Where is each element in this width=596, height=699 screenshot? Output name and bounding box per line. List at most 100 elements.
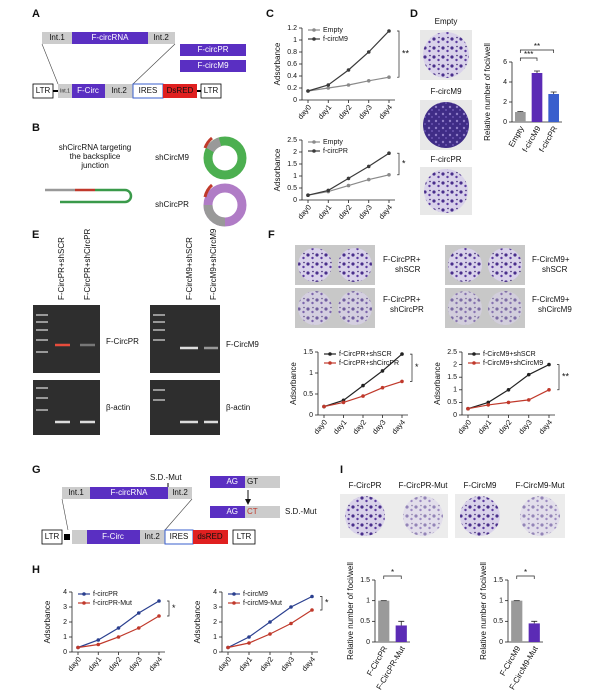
segment-label: F-Circ xyxy=(77,86,99,95)
x-tick-label: day4 xyxy=(377,103,394,121)
y-tick-label: 0 xyxy=(366,639,370,646)
point xyxy=(247,635,251,639)
gel xyxy=(33,380,100,435)
box xyxy=(72,32,148,44)
y-tick-label: 1.5 xyxy=(493,577,503,584)
legend-label: f-CircM9+shCircM9 xyxy=(483,360,543,367)
segment-label: LTR xyxy=(204,86,219,95)
y-axis-label: Relative number of foci/well xyxy=(479,562,488,660)
x-tick-label: day3 xyxy=(279,655,296,673)
point xyxy=(506,400,511,405)
y-tick-label: 3 xyxy=(213,604,217,611)
x-tick-label: day1 xyxy=(476,418,493,436)
connector xyxy=(41,43,59,85)
band-label: F-CircPR xyxy=(106,337,139,346)
bar xyxy=(528,623,540,642)
site-label: AG xyxy=(226,507,238,516)
sig-bracket xyxy=(516,575,535,579)
y-tick-label: 0.6 xyxy=(287,61,297,68)
y-tick-label: 2 xyxy=(213,619,217,626)
plate-label: shCircM9 xyxy=(538,305,572,314)
gel xyxy=(150,380,220,435)
caption: shCircRNA targeting xyxy=(59,143,131,152)
y-tick-label: 4 xyxy=(503,79,507,86)
target-label: shCircPR xyxy=(155,200,189,209)
point xyxy=(136,611,141,615)
dish xyxy=(423,102,469,148)
point xyxy=(76,645,80,650)
box xyxy=(245,506,280,518)
point xyxy=(547,362,551,367)
y-tick-label: 1.2 xyxy=(287,25,297,32)
dish-label: Empty xyxy=(435,17,458,26)
connector xyxy=(132,43,176,85)
dish xyxy=(488,291,522,325)
point xyxy=(289,621,293,626)
bar xyxy=(395,625,407,642)
x-tick-label: day1 xyxy=(86,655,103,673)
legend-marker xyxy=(472,352,476,356)
x-tick-label: day3 xyxy=(356,103,373,121)
bands xyxy=(55,343,218,424)
y-tick-label: 1 xyxy=(499,598,503,605)
series-line xyxy=(77,600,160,649)
x-tick-label: day2 xyxy=(258,655,275,673)
x-tick-label: day2 xyxy=(496,418,513,436)
point xyxy=(366,50,371,54)
box xyxy=(42,32,72,44)
x-tick-label: day1 xyxy=(331,418,348,436)
point xyxy=(247,641,251,645)
y-tick-label: 0.5 xyxy=(493,618,503,625)
sig-bracket xyxy=(519,49,555,53)
box xyxy=(245,476,280,488)
segment-label: DsRED xyxy=(167,86,194,95)
x-tick-label: day1 xyxy=(316,103,333,121)
point xyxy=(289,605,293,609)
ladder xyxy=(36,314,165,411)
y-tick-label: 0.5 xyxy=(303,391,313,398)
gel xyxy=(33,305,100,373)
series-line xyxy=(227,609,313,649)
legend-marker xyxy=(232,601,236,605)
site-label: GT xyxy=(247,477,258,486)
point xyxy=(306,89,310,93)
y-tick-label: 1.5 xyxy=(303,349,313,356)
sh-rna xyxy=(203,183,214,198)
y-tick-label: 0.8 xyxy=(287,49,297,56)
segment-label: Int.1 xyxy=(49,33,65,42)
segment-label: F-circRNA xyxy=(111,488,149,497)
y-tick-label: 1.5 xyxy=(287,161,297,168)
sig-label: * xyxy=(524,568,527,577)
legend-marker xyxy=(82,592,86,596)
series-line xyxy=(307,30,390,92)
point xyxy=(96,638,101,642)
point xyxy=(387,173,391,177)
y-tick-label: 0 xyxy=(213,649,217,656)
error-bar xyxy=(398,620,405,626)
connector xyxy=(61,498,69,531)
sig-label: *** xyxy=(524,50,533,59)
y-axis-label: Adsorbance xyxy=(289,362,298,405)
y-axis-label: Relative number of foci/well xyxy=(346,562,355,660)
legend-marker xyxy=(312,149,316,153)
lane-label: F-CircPR+shCircPR xyxy=(83,228,92,300)
sig-bracket xyxy=(167,600,170,617)
sig-label: * xyxy=(415,362,419,372)
y-axis-label: Adsorbance xyxy=(193,600,202,643)
point xyxy=(310,594,314,599)
construct-g: S.D.-Mut Int.1 F-circRNA Int.2 LTR F-Cir… xyxy=(41,473,317,545)
x-tick-label: day0 xyxy=(456,418,473,436)
box xyxy=(41,529,63,545)
panel-label: I xyxy=(340,464,343,476)
dish xyxy=(448,248,482,282)
sig-bracket xyxy=(320,596,323,611)
box xyxy=(58,84,72,98)
legend-label: f-circPR xyxy=(93,591,118,598)
box xyxy=(105,84,133,98)
point xyxy=(306,193,310,197)
plate-label: shSCR xyxy=(395,265,421,274)
target-label: shCircM9 xyxy=(155,153,189,162)
point xyxy=(136,626,141,630)
point xyxy=(486,403,491,407)
point xyxy=(268,620,272,624)
